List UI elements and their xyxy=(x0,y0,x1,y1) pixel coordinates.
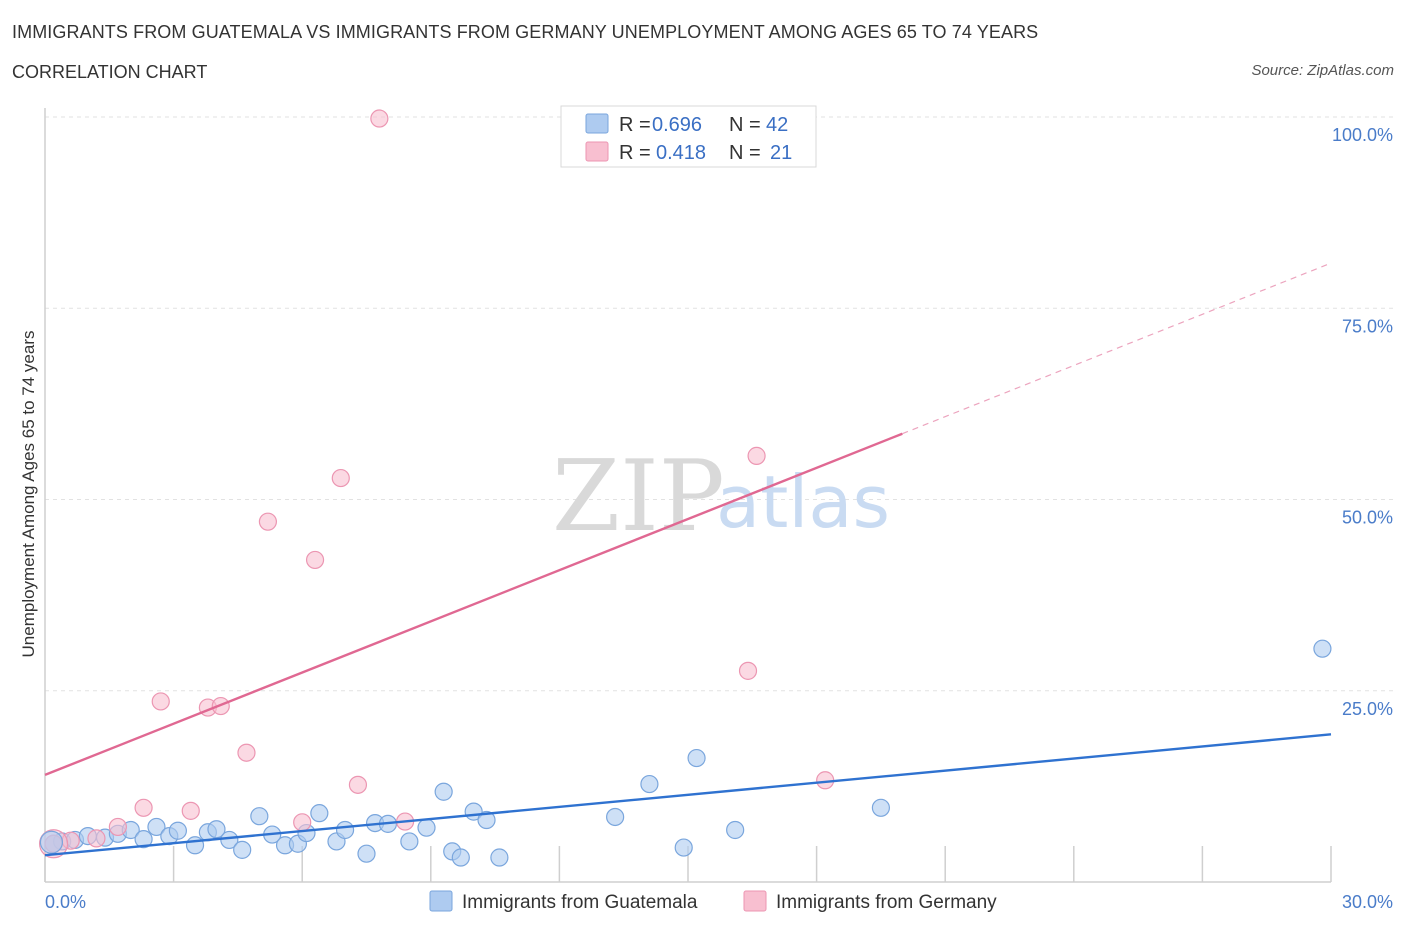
point-germany-5 xyxy=(151,692,170,711)
chart-title: IMMIGRANTS FROM GUATEMALA VS IMMIGRANTS … xyxy=(12,22,1039,42)
point-guatemala-21 xyxy=(310,804,329,823)
y-tick-labels: 25.0% 50.0% 75.0% 100.0% xyxy=(1332,125,1393,719)
point-guatemala-16 xyxy=(250,807,269,826)
trend-line-extension-germany xyxy=(902,262,1332,435)
chart-subtitle: CORRELATION CHART xyxy=(12,62,208,82)
legend-r-value-guatemala: 0.696 xyxy=(652,114,702,136)
legend-r-value-germany: 0.418 xyxy=(656,142,706,164)
trend-line-guatemala xyxy=(44,733,1332,857)
point-germany-4 xyxy=(134,798,153,817)
point-guatemala-27 xyxy=(400,832,419,851)
point-guatemala-36 xyxy=(640,774,659,794)
legend-swatch-guatemala xyxy=(585,113,609,134)
y-tick-label-50: 50.0% xyxy=(1342,508,1393,528)
bottom-legend-swatch-germany xyxy=(743,890,767,912)
bottom-legend: Immigrants from Guatemala Immigrants fro… xyxy=(429,890,997,913)
point-guatemala-11 xyxy=(185,836,205,855)
legend-r-label-guatemala: R = xyxy=(619,114,651,136)
point-germany-18 xyxy=(738,661,758,680)
y-axis-label: Unemployment Among Ages 65 to 74 years xyxy=(19,331,38,658)
point-guatemala-23 xyxy=(335,820,355,840)
point-guatemala-35 xyxy=(606,807,625,827)
point-germany-14 xyxy=(348,775,368,794)
point-guatemala-31 xyxy=(451,848,470,867)
point-germany-13 xyxy=(331,468,350,488)
legend-r-label-germany: R = xyxy=(619,142,651,164)
point-germany-10 xyxy=(258,512,278,531)
point-guatemala-14 xyxy=(220,830,239,850)
x-tick-marks xyxy=(44,846,1332,882)
point-germany-3 xyxy=(108,817,127,837)
point-germany-19 xyxy=(747,446,766,465)
point-germany-2 xyxy=(87,829,106,848)
legend-box: R = 0.696 N = 42 R = 0.418 N = 21 xyxy=(560,105,817,168)
point-guatemala-38 xyxy=(687,748,706,768)
legend-n-label-guatemala: N = xyxy=(729,114,761,136)
point-germany-6 xyxy=(181,801,200,820)
point-guatemala-28 xyxy=(417,818,436,837)
watermark-zip: ZIP xyxy=(552,440,725,554)
point-germany-12 xyxy=(305,550,325,570)
point-guatemala-7 xyxy=(134,830,153,849)
point-guatemala-33 xyxy=(477,810,496,830)
watermark: ZIP atlas xyxy=(552,440,890,554)
point-guatemala-37 xyxy=(674,838,693,857)
x-tick-label-max: 30.0% xyxy=(1342,892,1393,912)
point-germany-15 xyxy=(370,109,389,128)
y-tick-label-25: 25.0% xyxy=(1342,699,1393,719)
legend-n-label-germany: N = xyxy=(729,142,761,164)
bottom-legend-label-guatemala: Immigrants from Guatemala xyxy=(462,892,698,913)
cluster-point-guatemala xyxy=(39,830,64,854)
trend-lines xyxy=(44,262,1332,857)
y-tick-label-75: 75.0% xyxy=(1342,316,1393,336)
point-guatemala-24 xyxy=(357,844,376,863)
point-germany-9 xyxy=(237,743,256,762)
point-guatemala-13 xyxy=(207,820,226,839)
grid-lines xyxy=(45,116,1393,692)
chart-source: Source: ZipAtlas.com xyxy=(1251,62,1394,79)
point-guatemala-10 xyxy=(168,821,187,840)
legend-n-value-guatemala: 42 xyxy=(766,114,788,136)
trend-line-germany xyxy=(44,432,903,777)
point-guatemala-15 xyxy=(233,840,252,859)
point-guatemala-39 xyxy=(726,820,745,840)
point-guatemala-34 xyxy=(490,848,509,867)
point-germany-11 xyxy=(293,813,312,832)
bottom-legend-swatch-guatemala xyxy=(429,890,453,912)
bottom-legend-label-germany: Immigrants from Germany xyxy=(776,892,997,913)
legend-n-value-germany: 21 xyxy=(770,142,792,164)
point-guatemala-41 xyxy=(1313,639,1332,658)
x-tick-label-min: 0.0% xyxy=(45,892,86,912)
point-guatemala-29 xyxy=(434,782,453,801)
point-guatemala-8 xyxy=(147,817,166,837)
legend-swatch-germany xyxy=(585,141,609,162)
point-guatemala-40 xyxy=(871,798,891,817)
y-tick-label-100: 100.0% xyxy=(1332,125,1393,145)
